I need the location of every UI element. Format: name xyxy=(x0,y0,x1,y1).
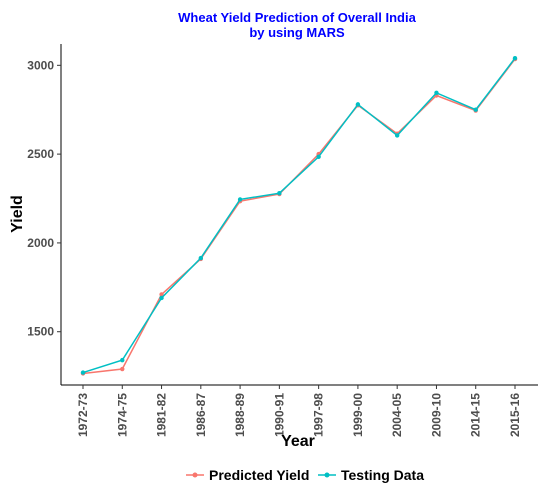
y-tick-label: 2500 xyxy=(27,147,54,161)
legend-label: Testing Data xyxy=(341,467,424,483)
y-axis-title: Yield xyxy=(9,195,26,233)
series-line-predicted-yield xyxy=(82,58,516,375)
y-tick-label: 2000 xyxy=(27,236,54,250)
series-point-testing-data xyxy=(473,107,478,112)
series-point-testing-data xyxy=(394,133,400,138)
series-point-predicted-yield xyxy=(120,366,125,372)
x-tick-label: 2004-05 xyxy=(390,393,404,437)
series-point-testing-data xyxy=(355,102,361,107)
series-layer xyxy=(80,56,518,376)
x-tick-label: 1974-75 xyxy=(115,393,129,437)
series-line-testing-data xyxy=(82,57,516,374)
x-tick-label: 1997-98 xyxy=(312,393,326,437)
y-ticks: 1500 2000 2500 3000 xyxy=(27,58,61,339)
x-tick-label: 2015-16 xyxy=(508,393,522,437)
x-axis-title: Year xyxy=(281,433,315,450)
series-point-testing-data xyxy=(434,90,439,96)
chart-title-line-1: Wheat Yield Prediction of Overall India xyxy=(178,10,416,25)
legend: Predicted Yield Testing Data xyxy=(186,467,424,483)
x-tick-label: 1981-82 xyxy=(155,393,169,437)
series-point-testing-data xyxy=(512,56,518,61)
chart-title-line-2: by using MARS xyxy=(249,25,345,40)
series-point-testing-data xyxy=(277,190,282,196)
y-tick-label: 1500 xyxy=(27,325,54,339)
series-point-testing-data xyxy=(198,255,204,261)
legend-key-point xyxy=(324,472,330,478)
series-point-testing-data xyxy=(120,357,125,363)
legend-item-testing-data: Testing Data xyxy=(318,467,424,483)
x-tick-label: 2014-15 xyxy=(469,393,483,437)
legend-key-point xyxy=(192,472,198,478)
x-tick-label: 1999-00 xyxy=(351,393,365,437)
x-tick-label: 1988-89 xyxy=(233,393,247,437)
x-ticks: 1972-73 1974-75 1981-82 1986-87 1988-89 1990-… xyxy=(76,385,522,437)
series-point-testing-data xyxy=(237,197,243,202)
series-point-testing-data xyxy=(80,370,86,375)
y-tick-label: 3000 xyxy=(27,58,54,72)
x-tick-label: 2009-10 xyxy=(429,393,443,437)
x-tick-label: 1986-87 xyxy=(194,393,208,437)
x-tick-label: 1972-73 xyxy=(76,393,90,437)
series-point-testing-data xyxy=(316,154,321,159)
legend-item-predicted-yield: Predicted Yield xyxy=(186,467,309,483)
legend-label: Predicted Yield xyxy=(209,467,309,483)
series-point-testing-data xyxy=(159,295,164,301)
x-tick-label: 1990-91 xyxy=(272,393,286,437)
series-point-predicted-yield xyxy=(159,292,164,297)
